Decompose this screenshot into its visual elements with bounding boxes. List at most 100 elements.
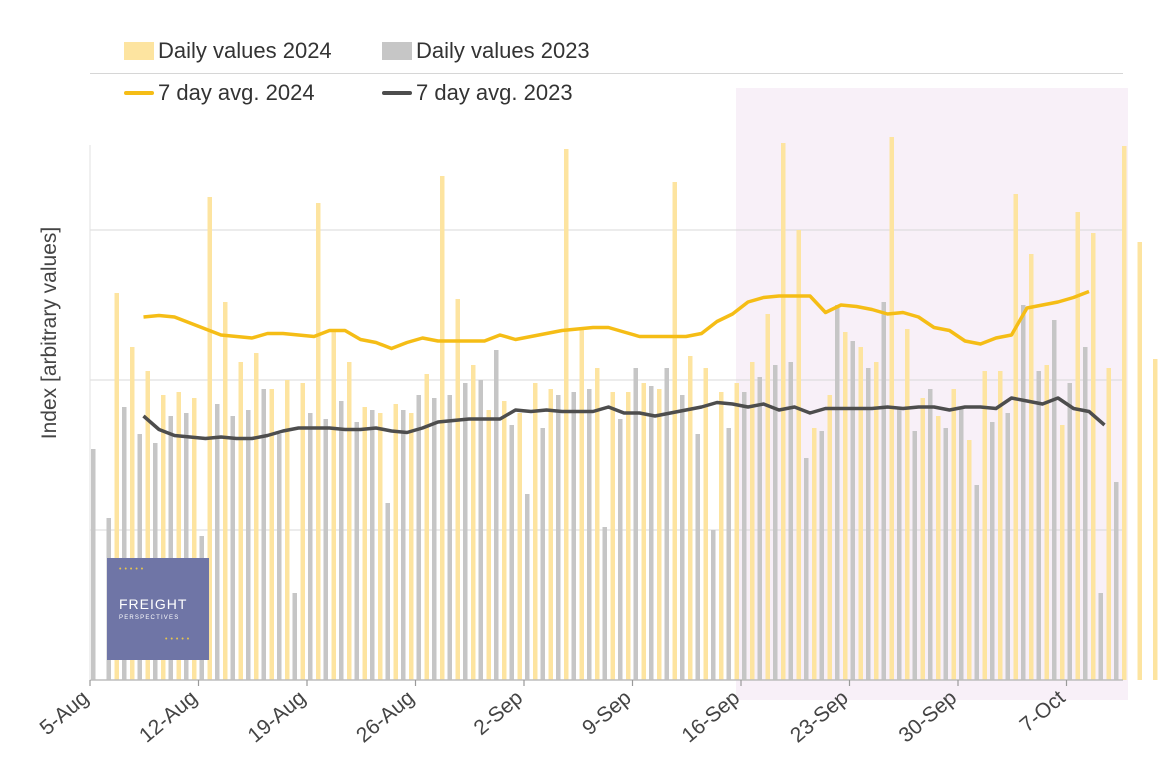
x-tick-label: 26-Aug bbox=[352, 686, 419, 747]
x-tick-label: 16-Sep bbox=[678, 686, 745, 747]
legend-label-daily-2023: Daily values 2023 bbox=[416, 38, 590, 63]
bar-2023 bbox=[137, 434, 142, 680]
bar-2024 bbox=[254, 353, 259, 680]
bar-2023 bbox=[215, 404, 220, 680]
bar-2024 bbox=[486, 410, 491, 680]
bar-2024 bbox=[719, 392, 724, 680]
bar-2024 bbox=[238, 362, 243, 680]
bar-2023 bbox=[881, 302, 886, 680]
bar-2023 bbox=[943, 428, 948, 680]
bar-2023 bbox=[571, 392, 576, 680]
bar-2024 bbox=[672, 182, 677, 680]
bar-2024 bbox=[362, 407, 367, 680]
bar-2023 bbox=[726, 428, 731, 680]
bar-2023 bbox=[835, 305, 840, 680]
bar-2023 bbox=[695, 434, 700, 680]
bar-2023 bbox=[1005, 413, 1010, 680]
line-avg-2024 bbox=[143, 289, 1090, 351]
bar-2024 bbox=[300, 383, 305, 680]
bar-2024 bbox=[967, 440, 972, 680]
bar-2024 bbox=[409, 413, 414, 680]
bar-2024 bbox=[905, 329, 910, 680]
bar-2024 bbox=[1044, 365, 1049, 680]
bar-2023 bbox=[184, 413, 189, 680]
bar-2024 bbox=[114, 293, 119, 680]
bar-2023 bbox=[866, 368, 871, 680]
avg-lines bbox=[142, 289, 1106, 441]
bar-2024 bbox=[440, 176, 445, 680]
bar-2024 bbox=[1106, 368, 1111, 680]
bar-2023 bbox=[990, 422, 995, 680]
bar-2024 bbox=[161, 395, 166, 680]
legend-separator bbox=[90, 73, 1123, 74]
bar-2023 bbox=[323, 419, 328, 680]
bar-2024 bbox=[1137, 242, 1142, 680]
bar-2023 bbox=[587, 389, 592, 680]
bar-2023 bbox=[788, 362, 793, 680]
bar-2024 bbox=[347, 362, 352, 680]
bar-2023 bbox=[416, 395, 421, 680]
bar-2024 bbox=[812, 428, 817, 680]
legend-item-daily-2023: Daily values 2023 bbox=[382, 38, 590, 64]
bar-2024 bbox=[641, 383, 646, 680]
bar-2023 bbox=[664, 368, 669, 680]
bar-2023 bbox=[122, 407, 127, 680]
legend-label-avg-2023: 7 day avg. 2023 bbox=[416, 80, 573, 105]
bar-2024 bbox=[750, 362, 755, 680]
legend-item-daily-2024: Daily values 2024 bbox=[124, 38, 332, 64]
bar-2024 bbox=[424, 374, 429, 680]
bar-2024 bbox=[1029, 254, 1034, 680]
bar-2023 bbox=[509, 425, 514, 680]
bar-2023 bbox=[401, 410, 406, 680]
bar-2023 bbox=[447, 395, 452, 680]
bar-2023 bbox=[1052, 320, 1057, 680]
bar-2024 bbox=[920, 398, 925, 680]
bar-2023 bbox=[819, 431, 824, 680]
bar-2023 bbox=[385, 503, 390, 680]
bar-2024 bbox=[610, 392, 615, 680]
bar-2023 bbox=[432, 398, 437, 680]
bar-2024 bbox=[688, 356, 693, 680]
bar-2024 bbox=[223, 302, 228, 680]
bar-2023 bbox=[91, 449, 96, 680]
bar-2023 bbox=[1036, 371, 1041, 680]
line-avg-2023 bbox=[142, 396, 1106, 441]
x-tick-label: 9-Sep bbox=[578, 686, 636, 740]
bar-2024 bbox=[998, 371, 1003, 680]
logo-dots-bottom: ••••• bbox=[165, 636, 193, 643]
y-axis-label: Index [arbitrary values] bbox=[38, 226, 61, 440]
bar-2024 bbox=[316, 203, 321, 680]
legend-swatch-daily-2024 bbox=[124, 42, 154, 60]
bar-2024 bbox=[874, 362, 879, 680]
bar-2023 bbox=[804, 458, 809, 680]
bar-2023 bbox=[292, 593, 297, 680]
bar-2024 bbox=[936, 416, 941, 680]
x-tick-label: 19-Aug bbox=[244, 686, 311, 747]
bar-2024 bbox=[1091, 233, 1096, 680]
bar-2024 bbox=[951, 389, 956, 680]
bar-2024 bbox=[269, 389, 274, 680]
bar-2024 bbox=[517, 413, 522, 680]
bar-2023 bbox=[959, 407, 964, 680]
bar-2024 bbox=[393, 404, 398, 680]
bar-2023 bbox=[168, 416, 173, 680]
bar-2024 bbox=[579, 329, 584, 680]
bar-2024 bbox=[471, 365, 476, 680]
logo-subtitle: PERSPECTIVES bbox=[119, 615, 180, 621]
logo-name: FREIGHT bbox=[119, 596, 188, 612]
legend-item-avg-2024: 7 day avg. 2024 bbox=[124, 80, 315, 106]
bar-2024 bbox=[533, 383, 538, 680]
bar-2024 bbox=[796, 230, 801, 680]
bar-2023 bbox=[1098, 593, 1103, 680]
bar-2023 bbox=[912, 431, 917, 680]
bar-2023 bbox=[928, 389, 933, 680]
bar-2023 bbox=[850, 341, 855, 680]
bar-2023 bbox=[540, 428, 545, 680]
bar-2024 bbox=[1153, 359, 1158, 680]
bar-2024 bbox=[564, 149, 569, 680]
bar-2023 bbox=[618, 419, 623, 680]
bar-2023 bbox=[974, 485, 979, 680]
bar-2024 bbox=[130, 347, 135, 680]
legend-swatch-avg-2024 bbox=[124, 91, 154, 95]
bar-2024 bbox=[1060, 425, 1065, 680]
